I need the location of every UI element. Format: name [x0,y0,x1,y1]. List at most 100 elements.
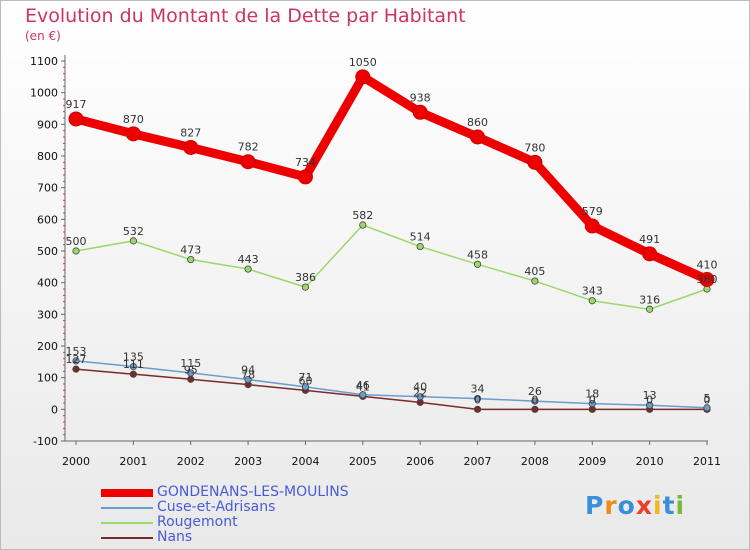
data-label: 71 [298,371,312,384]
data-point [531,405,539,413]
data-label: 582 [352,209,373,222]
y-tick-label: 100 [37,372,58,385]
data-point [244,375,252,384]
data-point [187,255,195,264]
legend-swatch [101,507,153,509]
data-label: 41 [356,380,370,393]
data-point [72,365,80,373]
data-point [129,237,137,245]
data-point [699,272,715,287]
data-point [703,404,711,412]
legend-swatch [101,537,153,539]
data-label: 0 [474,393,481,406]
x-tick-label: 2005 [349,455,377,468]
data-point [297,169,313,185]
data-label: 734 [295,156,316,169]
data-label: 500 [66,235,87,248]
data-label: 343 [582,285,603,298]
data-label: 938 [410,91,431,104]
chart-title: Evolution du Montant de la Dette par Hab… [25,5,466,27]
data-label: 0 [589,393,596,406]
data-point [416,242,424,251]
y-tick-label: 1000 [30,87,58,100]
x-tick-label: 2009 [578,455,606,468]
data-label: 782 [238,141,259,154]
data-label: 473 [180,244,201,257]
data-point [187,375,195,383]
data-point [72,357,80,365]
data-point [129,370,137,378]
data-label: 780 [524,141,545,154]
data-label: 870 [123,113,144,126]
y-tick-label: 500 [37,245,58,258]
series-line [75,224,708,311]
data-point [531,277,539,285]
data-point [183,139,199,155]
data-point [588,297,596,305]
data-label: 60 [298,374,312,387]
data-label: 115 [180,357,201,370]
data-point [473,405,482,413]
data-point [646,401,654,409]
series-line [75,360,708,409]
y-tick-label: -100 [33,435,58,448]
legend-label: Nans [157,529,193,545]
data-point [584,218,600,234]
data-label: 5 [704,392,711,405]
data-point [359,391,367,399]
data-label: 0 [704,393,711,406]
data-point [72,247,80,255]
data-label: 1050 [349,56,377,69]
data-label: 458 [467,248,488,261]
data-label: 135 [123,351,144,364]
x-tick-label: 2003 [234,455,262,468]
data-label: 579 [582,205,603,218]
chart-subtitle: (en €) [25,29,61,43]
data-label: 316 [639,293,660,306]
data-point [642,246,658,262]
data-label: 860 [467,116,488,129]
data-point [129,362,137,371]
data-label: 0 [646,393,653,406]
data-point [646,305,654,313]
legend-swatch [101,522,153,524]
data-point [301,283,310,291]
y-tick-label: 1100 [30,55,58,68]
legend-label: Cuse-et-Adrisans [157,499,276,515]
data-label: 40 [413,381,427,394]
data-label: 46 [356,379,370,392]
y-tick-label: 300 [37,308,58,321]
data-label: 94 [241,364,255,377]
data-point [187,369,195,377]
data-label: 491 [639,233,660,246]
legend-label: GONDENANS-LES-MOULINS [157,484,349,500]
data-label: 386 [295,271,316,284]
data-point [473,260,482,268]
data-point [588,400,596,408]
data-label: 22 [413,386,427,399]
data-point [240,154,256,170]
data-point [359,221,367,229]
data-label: 917 [66,98,87,111]
data-label: 34 [471,383,485,396]
data-label: 127 [66,353,87,366]
x-tick-label: 2007 [464,455,492,468]
data-point [125,126,141,142]
legend-label: Rougemont [157,514,238,530]
y-tick-label: 400 [37,277,58,290]
data-label: 95 [184,363,198,376]
x-tick-label: 2004 [291,455,319,468]
data-point [412,104,428,120]
proxiti-logo: Proxiti [585,491,686,520]
data-label: 111 [123,358,144,371]
data-point [531,397,539,405]
y-tick-label: 800 [37,150,58,163]
series-line [75,368,708,411]
data-label: 26 [528,385,542,398]
y-tick-label: 600 [37,213,58,226]
data-point [416,393,424,401]
x-tick-label: 2011 [693,455,721,468]
data-label: 380 [697,273,718,286]
